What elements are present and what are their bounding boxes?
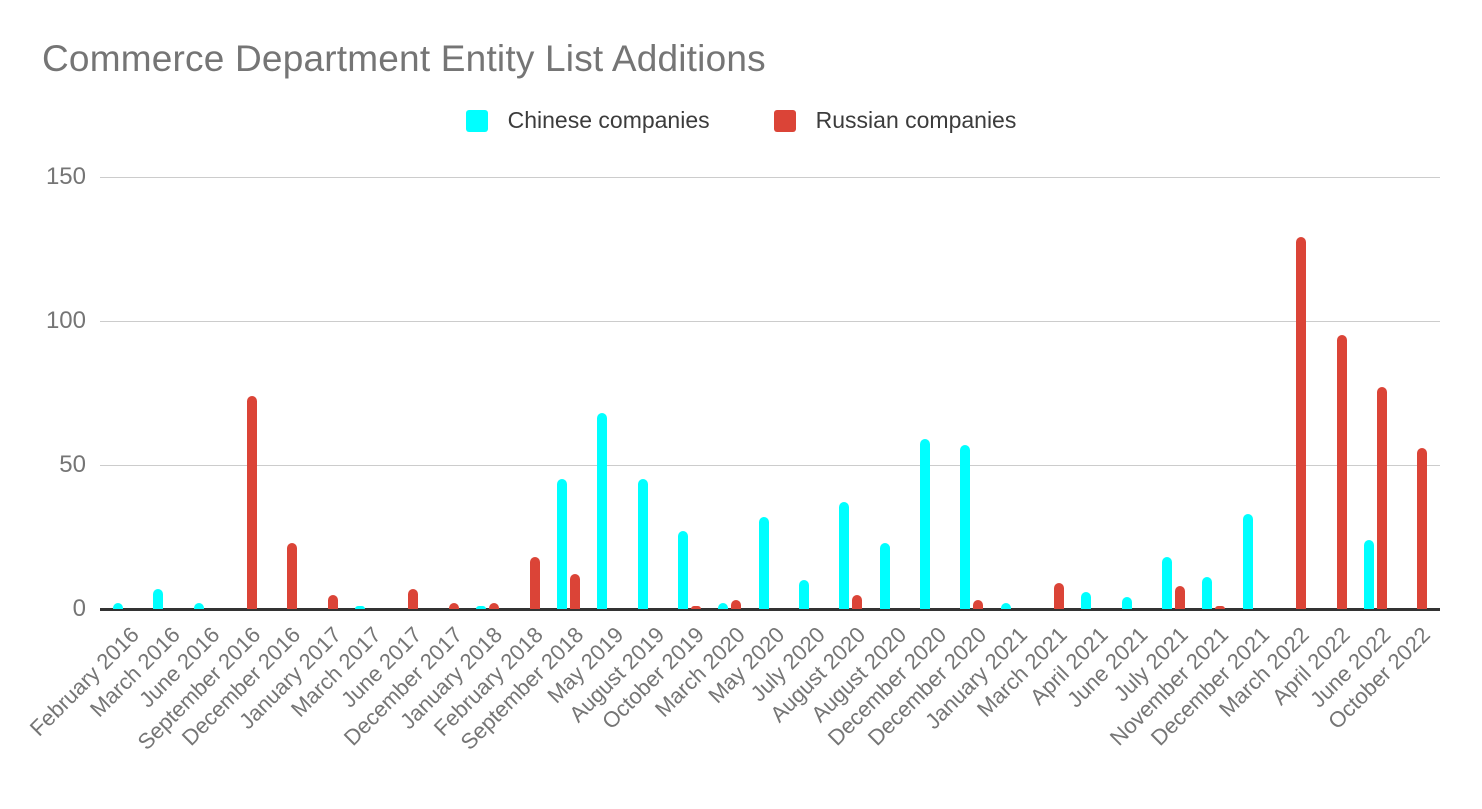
bar-chinese-companies [597, 413, 608, 609]
bar-chinese-companies [798, 580, 809, 609]
bar-russian-companies [1054, 583, 1065, 609]
bar-russian-companies [852, 595, 863, 609]
bar-russian-companies [731, 600, 742, 609]
bar-russian-companies [489, 603, 500, 609]
y-axis-tick-label: 150 [45, 163, 86, 190]
bar-chinese-companies [1081, 592, 1092, 609]
bar-russian-companies [1215, 606, 1226, 609]
legend-label-chinese: Chinese companies [507, 107, 710, 133]
bar-chinese-companies [153, 589, 164, 609]
bar-russian-companies [1296, 237, 1307, 609]
bar-russian-companies [327, 595, 338, 609]
bar-russian-companies [1376, 387, 1387, 609]
bar-chinese-companies [1162, 557, 1173, 609]
bar-chinese-companies [1121, 597, 1132, 609]
bar-russian-companies [1336, 335, 1347, 609]
gridline [100, 321, 1440, 322]
bar-chinese-companies [556, 479, 567, 609]
bar-chinese-companies [960, 445, 971, 609]
bar-chinese-companies [193, 603, 204, 609]
bar-chinese-companies [677, 531, 688, 609]
bar-russian-companies [1175, 586, 1186, 609]
y-axis-tick-label: 0 [72, 595, 86, 622]
legend-swatch-chinese-icon [465, 109, 488, 132]
bar-chinese-companies [839, 502, 850, 609]
bar-russian-companies [569, 574, 580, 609]
bar-russian-companies [529, 557, 540, 609]
bar-russian-companies [1417, 448, 1428, 609]
bar-chinese-companies [355, 606, 366, 609]
bar-russian-companies [408, 589, 419, 609]
legend-item-chinese: Chinese companies [465, 107, 710, 134]
bar-chinese-companies [637, 479, 648, 609]
bar-chinese-companies [476, 606, 487, 609]
legend-label-russian: Russian companies [815, 107, 1017, 133]
bar-chinese-companies [920, 439, 930, 609]
y-axis-tick-label: 50 [59, 451, 86, 478]
bar-chinese-companies [758, 517, 769, 609]
bar-russian-companies [448, 603, 459, 609]
bar-russian-companies [973, 600, 984, 609]
y-axis-tick-label: 100 [45, 307, 86, 334]
bar-russian-companies [247, 396, 258, 609]
bar-chinese-companies [718, 603, 729, 609]
bar-chinese-companies [1242, 514, 1253, 609]
bar-russian-companies [690, 606, 701, 609]
legend: Chinese companies Russian companies [0, 107, 1482, 134]
gridline [100, 465, 1440, 466]
chart-title: Commerce Department Entity List Addition… [42, 38, 766, 79]
bar-chinese-companies [113, 603, 123, 609]
bar-chinese-companies [1000, 603, 1011, 609]
bar-chinese-companies [1363, 540, 1374, 609]
legend-swatch-russian-icon [773, 109, 796, 132]
bar-chinese-companies [879, 543, 890, 609]
legend-item-russian: Russian companies [773, 107, 1017, 134]
bar-russian-companies [287, 543, 298, 609]
gridline [100, 177, 1440, 178]
bar-chinese-companies [1202, 577, 1213, 609]
x-axis-baseline [100, 608, 1440, 611]
